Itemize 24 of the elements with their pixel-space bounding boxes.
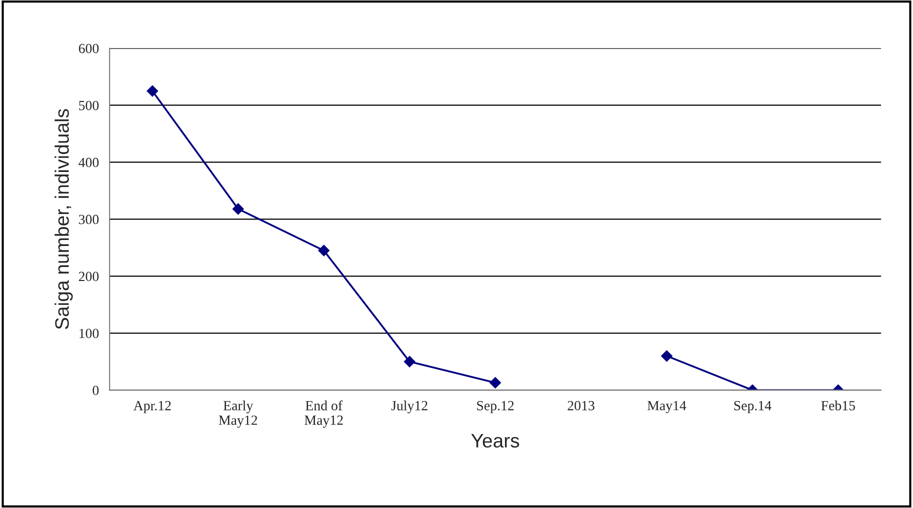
x-tick-label: Apr.12	[133, 401, 171, 414]
y-tick-label: 300	[78, 214, 99, 224]
x-tick-label: Sep.12	[477, 401, 514, 414]
point	[661, 350, 672, 362]
y-tick-label: 500	[79, 100, 99, 110]
x-tick-label: End of May12	[304, 400, 343, 428]
y-axis-title: Saiga number, individuals	[54, 109, 73, 330]
x-tick-label: July12	[391, 400, 428, 414]
point	[404, 356, 416, 368]
y-tick-label: 600	[78, 44, 99, 54]
y-tick-label: 200	[78, 272, 99, 282]
x-tick-label: Feb15	[821, 400, 856, 410]
point	[318, 244, 330, 256]
y-tick-label: 100	[80, 328, 99, 338]
point	[490, 377, 501, 388]
y-tick-label: 400	[78, 158, 99, 168]
point	[232, 203, 244, 215]
x-tick-label: Sep.14	[734, 401, 772, 414]
x-tick-label: Early May12	[218, 400, 258, 428]
point	[146, 85, 158, 97]
x-axis-title: Years	[471, 434, 520, 448]
y-tick-label: 0	[92, 386, 99, 396]
x-tick-label: May14	[647, 400, 686, 414]
x-tick-label: 2013	[568, 400, 594, 410]
